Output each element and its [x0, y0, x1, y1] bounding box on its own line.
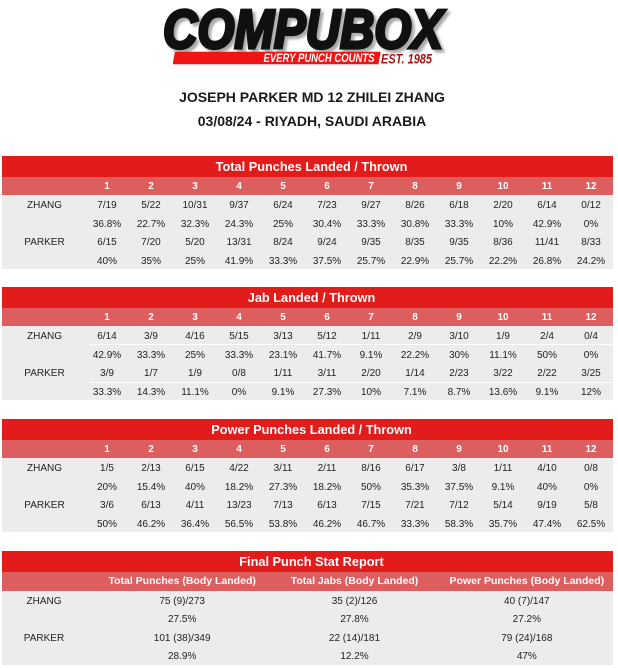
svg-text:EVERY PUNCH COUNTS: EVERY PUNCH COUNTS [264, 51, 375, 65]
svg-text:COMPUBOX: COMPUBOX [163, 0, 446, 60]
svg-text:EST. 1985: EST. 1985 [381, 50, 432, 66]
